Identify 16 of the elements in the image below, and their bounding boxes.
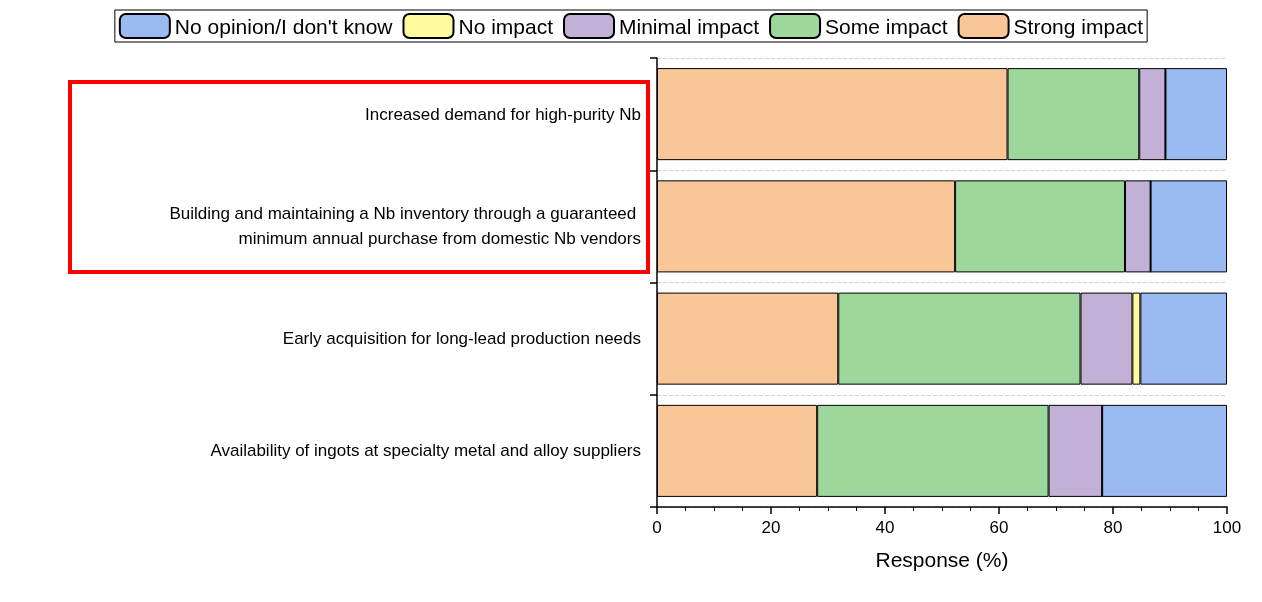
x-tick-label: 0: [652, 518, 662, 537]
legend-label: Minimal impact: [619, 14, 760, 38]
y-tick-label: Building and maintaining a Nb inventory through a guaranteed minimum annual purchase from domestic Nb vendors: [169, 204, 641, 249]
x-tick-label: 60: [989, 518, 1009, 537]
x-tick-label: 40: [875, 518, 895, 537]
legend-label: Some impact: [825, 14, 948, 38]
x-axis-title: Response (%): [875, 548, 1009, 571]
y-tick-label: Availability of ingots at specialty metal and alloy suppliers: [210, 441, 641, 461]
x-tick-label: 100: [1212, 518, 1242, 537]
legend-label: No impact: [458, 14, 554, 38]
x-tick-label: 20: [761, 518, 781, 537]
legend-label: No opinion/I don't know: [174, 14, 394, 38]
legend-label: Strong impact: [1013, 14, 1144, 38]
y-tick-label: Early acquisition for long-lead production needs: [282, 329, 641, 349]
x-tick-label: 80: [1103, 518, 1123, 537]
y-tick-label: Increased demand for high-purity Nb: [365, 104, 641, 124]
